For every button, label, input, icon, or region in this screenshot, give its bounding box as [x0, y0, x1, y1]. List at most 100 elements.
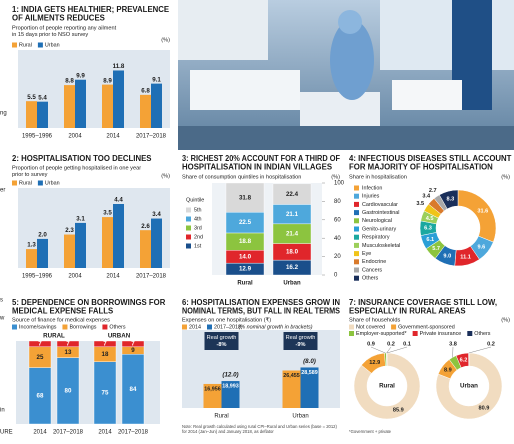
bar	[113, 70, 124, 128]
bar	[102, 217, 113, 268]
legend-label: Eye	[362, 251, 371, 257]
chart-title: 6: HOSPITALISATION EXPENSES GROW IN	[182, 298, 340, 307]
legend-swatch	[354, 242, 359, 248]
value-label: 8.9	[444, 367, 452, 373]
legend-title: Quintile	[186, 197, 204, 203]
footnote: *Government + private	[349, 429, 392, 434]
unit-label: (%)	[161, 37, 170, 43]
legend-swatch	[354, 234, 359, 240]
legend-swatch	[186, 225, 191, 231]
value-label: 11.8	[113, 63, 125, 70]
nominal-growth-label: (12.0)	[222, 372, 238, 379]
value-label: 16,956	[204, 386, 221, 392]
value-label: 22.4	[286, 191, 299, 198]
chart-title: FOR MAJORITY OF HOSPITALISATION	[349, 163, 493, 172]
y-tick-label: 60	[334, 217, 341, 223]
chart-subtitle: Share of households	[349, 317, 401, 323]
chart-title: 2: HOSPITALISATION TOO DECLINES	[12, 154, 152, 163]
value-label: 12.9	[369, 360, 380, 366]
value-label: 9	[131, 347, 135, 354]
value-label: 12.9	[239, 266, 252, 273]
value-label: 18,993	[222, 383, 239, 389]
value-label: 21.4	[286, 230, 299, 237]
legend-label: Private insurance	[420, 331, 462, 337]
value-label: 5.7	[432, 246, 440, 252]
donut-center-label: Rural	[379, 383, 395, 390]
x-tick-label: 2017–2018	[53, 430, 84, 436]
legend-label: Employer-supported*	[356, 331, 408, 337]
photo-bed	[300, 92, 380, 126]
value-label: 6.2	[460, 358, 468, 364]
legend-swatch	[349, 324, 354, 330]
value-label: 8.9	[103, 77, 112, 84]
legend-swatch	[12, 42, 17, 48]
legend-swatch	[186, 243, 191, 249]
legend-swatch	[12, 324, 17, 330]
legend-label: 2017–2018;	[214, 324, 243, 330]
y-tick-label: 100	[334, 181, 345, 187]
value-label: 75	[102, 390, 109, 397]
nominal-growth-label: (8.0)	[303, 358, 316, 365]
bar	[203, 383, 222, 408]
photo-window	[380, 0, 514, 70]
value-label: 0.1	[403, 341, 411, 347]
value-label: 68	[37, 392, 44, 399]
x-tick-label: 2017–2018	[136, 134, 167, 140]
donut-slice	[457, 189, 497, 243]
chart-title: 4: INFECTIOUS DISEASES STILL ACCOUNT	[349, 154, 512, 163]
value-label: 5.5	[27, 94, 36, 101]
value-label: 1.3	[27, 242, 36, 249]
value-label: 3.4	[422, 194, 431, 200]
value-label: 9.6	[478, 244, 486, 250]
legend-label: Not covered	[356, 324, 385, 330]
chart-title: HOSPITALISATION IN INDIAN VILLAGES	[182, 163, 332, 172]
value-label: 18	[102, 351, 109, 358]
bar	[282, 370, 301, 408]
bar	[64, 85, 75, 128]
chart-subtitle: Share of consumption quintiles in hospit…	[182, 174, 301, 180]
value-label: 2.7	[429, 188, 437, 194]
legend-label: 4th	[194, 216, 202, 222]
legend-label: Infection	[362, 185, 382, 191]
y-tick-label: 40	[334, 236, 341, 242]
legend-swatch	[62, 324, 68, 330]
photo-bed	[190, 70, 300, 110]
group-label: RURAL	[43, 333, 65, 340]
legend-label: 1st	[194, 243, 202, 249]
value-label: 84	[130, 386, 137, 393]
value-label: 16.2	[286, 264, 299, 271]
cropped-text: s	[0, 298, 3, 304]
leader-line	[386, 346, 392, 354]
legend-label: 2nd	[194, 234, 203, 240]
legend-swatch	[354, 226, 359, 232]
legend-label: Government-sponsored	[398, 324, 455, 330]
photo-wall	[178, 0, 268, 60]
legend-label: Endocrine	[362, 259, 386, 265]
bar-segment	[121, 340, 145, 348]
legend-label: Gastrointestinal	[362, 210, 399, 216]
bar	[140, 94, 151, 128]
legend-label: Cardiovascular	[362, 202, 398, 208]
bar	[221, 381, 240, 408]
value-label: 2.3	[65, 227, 74, 234]
donut-slice	[353, 352, 421, 420]
legend-label: Others	[109, 324, 125, 330]
photo-worker	[330, 20, 374, 100]
x-tick-label: 2014	[98, 430, 112, 436]
photo-bed	[392, 80, 462, 110]
x-tick-label: 1995–1996	[22, 274, 53, 280]
x-tick-label: Urban	[283, 281, 301, 287]
chart-subtitle: Source of finance for medical expenses	[12, 317, 110, 323]
legend-swatch	[207, 324, 212, 330]
footnote: Note: Real growth calculated using rural…	[182, 424, 338, 429]
real-growth-title: Real growth	[207, 335, 237, 341]
donut-slice	[435, 352, 503, 420]
legend-label: Neurological	[362, 218, 392, 224]
value-label: 18.0	[286, 248, 299, 255]
value-label: 13	[65, 349, 72, 356]
legend-swatch	[354, 275, 359, 281]
legend-label: 3rd	[194, 225, 202, 231]
bar-segment	[225, 182, 265, 213]
